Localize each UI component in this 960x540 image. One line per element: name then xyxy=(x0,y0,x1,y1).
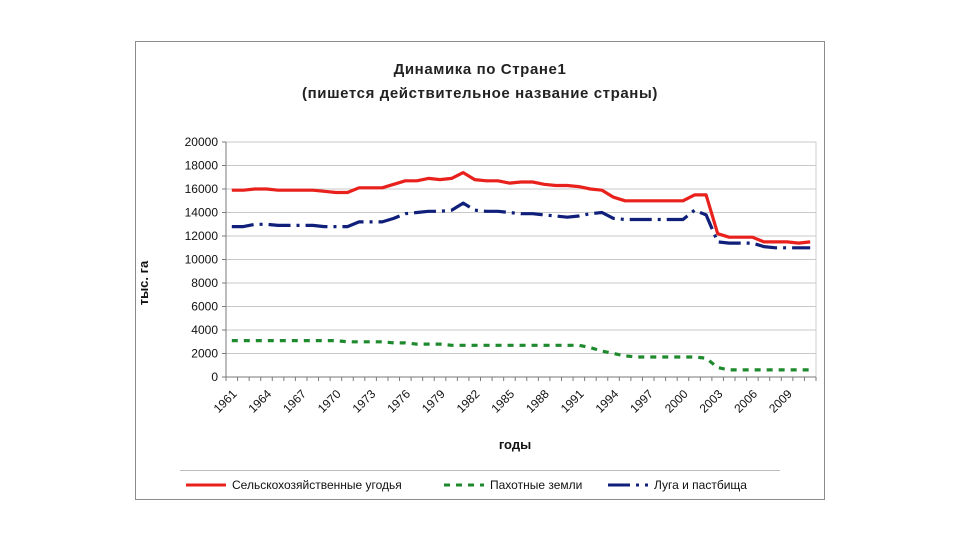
y-tick-label: 16000 xyxy=(185,182,219,196)
series-layer xyxy=(231,171,811,372)
legend-swatch-arable xyxy=(444,483,484,487)
y-tick-label: 4000 xyxy=(191,323,218,337)
x-tick-label: 1970 xyxy=(315,387,344,416)
x-tick-label: 1967 xyxy=(280,387,309,416)
x-tick-label: 1961 xyxy=(211,387,240,416)
x-tick-label: 2000 xyxy=(662,387,691,416)
chart-frame: Динамика по Стране1 (пишется действитель… xyxy=(135,41,825,500)
x-tick-label: 1973 xyxy=(350,387,379,416)
chart-title: Динамика по Стране1 xyxy=(393,61,567,78)
x-tick-label: 1988 xyxy=(523,387,552,416)
series-line-2 xyxy=(231,201,811,250)
x-tick-label: 1994 xyxy=(593,387,622,416)
x-tick-label: 2006 xyxy=(731,387,760,416)
x-tick-label: 1991 xyxy=(558,387,587,416)
legend-label-agricultural: Сельскохозяйственные угодья xyxy=(232,478,402,492)
legend-item-agricultural: Сельскохозяйственные угодья xyxy=(184,477,402,493)
x-tick-label: 1985 xyxy=(488,387,517,416)
chart-plot: 0 2000 4000 6000 8000 10000 12000 14000 16000 180… xyxy=(136,135,817,452)
y-tick-label: 20000 xyxy=(185,135,219,149)
y-tick-label: 6000 xyxy=(191,300,218,314)
grid-layer xyxy=(225,141,817,378)
y-tick-label: 18000 xyxy=(185,159,219,173)
x-tick-label: 2009 xyxy=(766,387,795,416)
y-tick-label: 0 xyxy=(211,370,218,384)
y-tick-label: 14000 xyxy=(185,206,219,220)
axis-layer: 0 2000 4000 6000 8000 10000 12000 14000 16000 180… xyxy=(185,135,817,416)
legend-label-arable: Пахотные земли xyxy=(490,478,583,492)
y-tick-label: 12000 xyxy=(185,229,219,243)
x-tick-label: 2003 xyxy=(697,387,726,416)
y-tick-label: 10000 xyxy=(185,253,219,267)
chart-title-block: Динамика по Стране1 (пишется действитель… xyxy=(136,58,824,106)
x-tick-label: 1997 xyxy=(627,387,656,416)
x-tick-label: 1976 xyxy=(384,387,413,416)
series-line-0 xyxy=(231,171,811,245)
legend-swatch-agricultural xyxy=(186,483,226,487)
legend-label-pasture: Луга и пастбища xyxy=(654,478,747,492)
x-tick-label: 1982 xyxy=(454,387,483,416)
series-line-1 xyxy=(231,339,811,372)
y-tick-label: 2000 xyxy=(191,347,218,361)
chart-subtitle: (пишется действительное название страны) xyxy=(302,85,658,102)
y-tick-label: 8000 xyxy=(191,276,218,290)
legend-item-pasture: Луга и пастбища xyxy=(606,477,747,493)
legend-swatch-pasture xyxy=(608,483,648,487)
y-axis-label: тыс. га xyxy=(136,260,151,305)
x-axis-label: годы xyxy=(499,437,531,452)
x-tick-label: 1964 xyxy=(245,387,274,416)
legend-item-arable: Пахотные земли xyxy=(442,477,582,493)
x-tick-label: 1979 xyxy=(419,387,448,416)
legend: Сельскохозяйственные угодья Пахотные зем… xyxy=(180,470,780,501)
